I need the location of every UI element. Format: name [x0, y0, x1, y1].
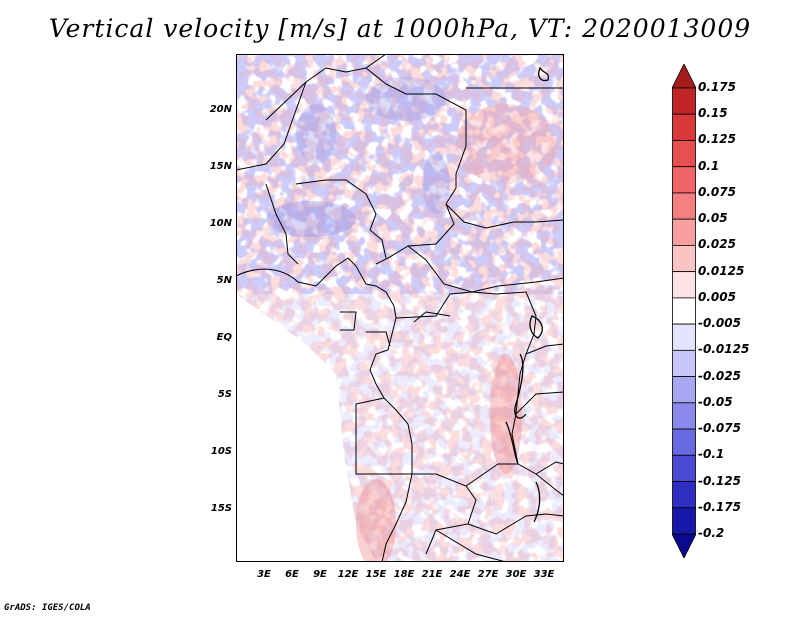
colorbar [672, 64, 696, 558]
colorbar-label: 0.125 [698, 132, 736, 147]
colorbar-label: 0.075 [698, 184, 736, 199]
colorbar-segment [672, 533, 696, 558]
colorbar-segment [672, 218, 696, 246]
colorbar-label: -0.2 [698, 526, 725, 540]
colorbar-label: -0.175 [698, 499, 741, 514]
lat-label: 20N [209, 104, 232, 115]
colorbar-label: -0.075 [698, 421, 741, 436]
colorbar-segment [672, 140, 696, 168]
plot-title: Vertical velocity [m/s] at 1000hPa, VT: … [48, 14, 752, 43]
colorbar-segment [672, 323, 696, 351]
grads-credit: GrADS: IGES/COLA [4, 603, 91, 613]
colorbar-label: 0.05 [698, 211, 728, 226]
lat-label: 15N [209, 161, 232, 172]
colorbar-label: 0.1 [698, 158, 720, 173]
lat-label: 5S [217, 389, 232, 400]
lon-label: 27E [477, 569, 499, 580]
colorbar-segment [672, 507, 696, 535]
map-boundaries [236, 54, 564, 562]
lon-label: 3E [257, 569, 271, 580]
lon-label: 6E [285, 569, 299, 580]
lat-label: 10N [209, 218, 232, 229]
lat-label: EQ [216, 332, 232, 343]
colorbar-label: -0.0125 [698, 342, 750, 357]
lon-label: 12E [337, 569, 359, 580]
lon-label: 9E [313, 569, 327, 580]
colorbar-segment [672, 402, 696, 430]
colorbar-label: 0.0125 [698, 263, 745, 278]
lon-label: 15E [365, 569, 387, 580]
colorbar-label: 0.025 [698, 237, 736, 252]
colorbar-segment [672, 245, 696, 273]
colorbar-segment [672, 64, 696, 89]
colorbar-segment [672, 166, 696, 194]
lon-label: 30E [505, 569, 527, 580]
lon-label: 21E [421, 569, 443, 580]
colorbar-segment [672, 428, 696, 456]
lat-label: 15S [210, 503, 232, 514]
colorbar-label: -0.125 [698, 473, 741, 488]
lon-label: 33E [533, 569, 555, 580]
lon-label: 24E [449, 569, 471, 580]
colorbar-label: -0.025 [698, 368, 741, 383]
colorbar-segment [672, 297, 696, 325]
colorbar-segment [672, 349, 696, 377]
lakes [505, 66, 550, 523]
colorbar-label: 0.005 [698, 289, 736, 304]
colorbar-label: -0.005 [698, 316, 741, 331]
colorbar-segment [672, 481, 696, 509]
lat-label: 10S [210, 446, 232, 457]
lon-label: 18E [393, 569, 415, 580]
colorbar-label: -0.05 [698, 394, 733, 409]
colorbar-segment [672, 113, 696, 141]
colorbar-segment [672, 271, 696, 299]
lat-label: 5N [216, 275, 232, 286]
colorbar-label: 0.175 [698, 80, 736, 94]
colorbar-segment [672, 192, 696, 220]
colorbar-label: -0.1 [698, 447, 725, 462]
colorbar-segment [672, 87, 696, 115]
map-panel [236, 54, 564, 562]
colorbar-segment [672, 376, 696, 404]
colorbar-segment [672, 454, 696, 482]
colorbar-label: 0.15 [698, 106, 728, 121]
